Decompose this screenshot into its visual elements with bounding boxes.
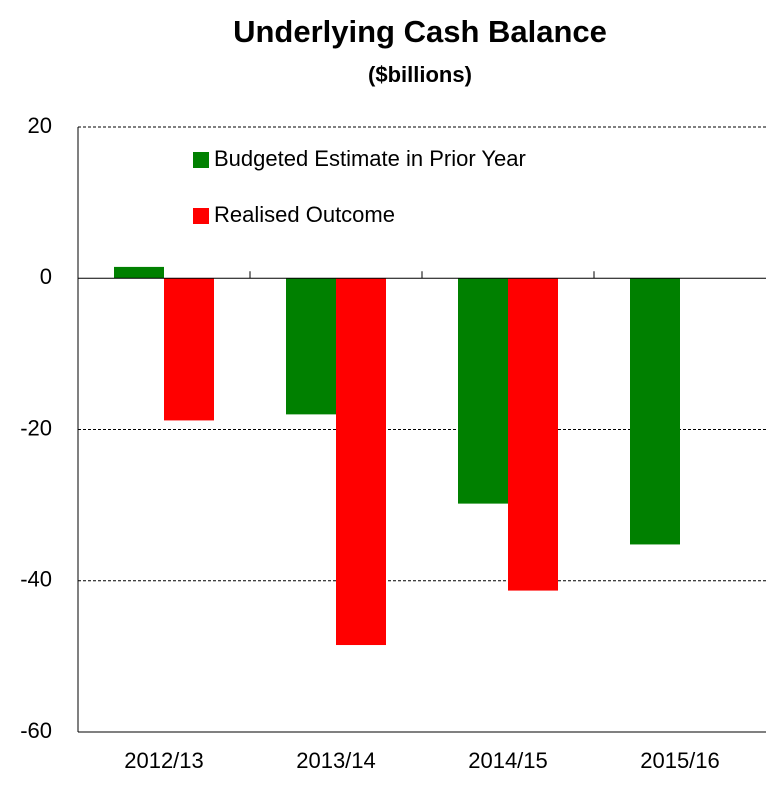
- bar: [164, 278, 214, 421]
- y-tick-label: 20: [28, 113, 52, 138]
- legend-swatch: [193, 208, 209, 224]
- legend-label: Realised Outcome: [214, 202, 395, 227]
- y-tick-label: -60: [20, 718, 52, 743]
- bar: [508, 278, 558, 591]
- legend-swatch: [193, 152, 209, 168]
- bar: [458, 278, 508, 504]
- legend-label: Budgeted Estimate in Prior Year: [214, 146, 526, 171]
- chart-subtitle: ($billions): [368, 62, 472, 87]
- chart-title: Underlying Cash Balance: [233, 14, 607, 49]
- y-tick-label: -20: [20, 415, 52, 440]
- bar: [630, 278, 680, 545]
- bar: [286, 278, 336, 415]
- x-tick-label: 2014/15: [468, 748, 548, 773]
- y-tick-label: -40: [20, 567, 52, 592]
- y-tick-label: 0: [40, 264, 52, 289]
- x-tick-label: 2015/16: [640, 748, 720, 773]
- x-tick-label: 2012/13: [124, 748, 204, 773]
- x-tick-label: 2013/14: [296, 748, 376, 773]
- bar: [114, 266, 164, 279]
- bar: [336, 278, 386, 646]
